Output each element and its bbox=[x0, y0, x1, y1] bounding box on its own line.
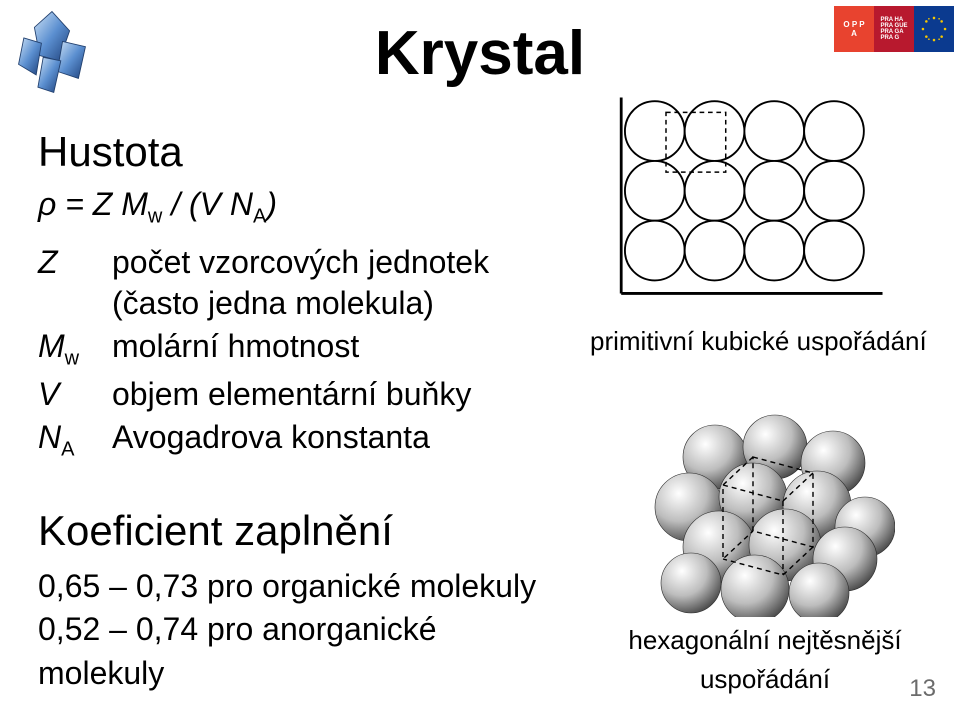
slash: / ( bbox=[162, 186, 199, 222]
def-row-Mw: Mw molární hmotnost bbox=[38, 326, 568, 372]
def-sym: NA bbox=[38, 417, 112, 463]
packing-line1: 0,65 – 0,73 pro organické molekuly bbox=[38, 565, 568, 608]
packing-section: Koeficient zaplnění 0,65 – 0,73 pro orga… bbox=[38, 507, 568, 695]
slide-title: Krystal bbox=[0, 18, 960, 89]
def-text: objem elementární buňky bbox=[112, 374, 568, 415]
sym: M bbox=[38, 328, 65, 364]
subscript-A: A bbox=[253, 205, 266, 227]
cubic-caption: primitivní kubické uspořádání bbox=[590, 326, 940, 357]
def-text: Avogadrova konstanta bbox=[112, 417, 568, 463]
def-line: (často jedna molekula) bbox=[112, 283, 568, 324]
def-row-Z: Z počet vzorcových jednotek (často jedna… bbox=[38, 242, 568, 324]
hcp-figure-wrap: hexagonální nejtěsnější uspořádání bbox=[590, 397, 940, 695]
cubic-packing-figure bbox=[610, 90, 890, 320]
density-formula: ρ = Z Mw / (V NA) bbox=[38, 186, 568, 228]
subscript-w: w bbox=[148, 205, 162, 227]
symbol-N: N bbox=[230, 186, 253, 222]
symbol-V: V bbox=[200, 186, 221, 222]
sym: Z bbox=[38, 244, 58, 280]
def-row-NA: NA Avogadrova konstanta bbox=[38, 417, 568, 463]
sym-sub: A bbox=[61, 439, 74, 461]
packing-heading: Koeficient zaplnění bbox=[38, 507, 568, 555]
sym-sub: w bbox=[65, 348, 79, 370]
def-row-V: V objem elementární buňky bbox=[38, 374, 568, 415]
symbol-Z: Z bbox=[93, 186, 113, 222]
close-paren: ) bbox=[266, 186, 277, 222]
packing-line2: 0,52 – 0,74 pro anorganické molekuly bbox=[38, 608, 568, 694]
equals: = bbox=[56, 186, 92, 222]
def-line: počet vzorcových jednotek bbox=[112, 242, 568, 283]
right-column: primitivní kubické uspořádání bbox=[590, 90, 940, 695]
def-sym: Mw bbox=[38, 326, 112, 372]
density-heading: Hustota bbox=[38, 128, 568, 176]
def-text: počet vzorcových jednotek (často jedna m… bbox=[112, 242, 568, 324]
sym: N bbox=[38, 419, 61, 455]
hcp-caption-line2: uspořádání bbox=[590, 664, 940, 695]
def-sym: Z bbox=[38, 242, 112, 324]
symbol-M: M bbox=[121, 186, 148, 222]
hcp-figure bbox=[635, 397, 895, 617]
def-sym: V bbox=[38, 374, 112, 415]
page-number: 13 bbox=[909, 675, 936, 703]
hcp-caption-line1: hexagonální nejtěsnější bbox=[590, 625, 940, 656]
left-column: Hustota ρ = Z Mw / (V NA) Z počet vzorco… bbox=[38, 128, 568, 695]
def-text: molární hmotnost bbox=[112, 326, 568, 372]
symbol-rho: ρ bbox=[38, 186, 56, 222]
